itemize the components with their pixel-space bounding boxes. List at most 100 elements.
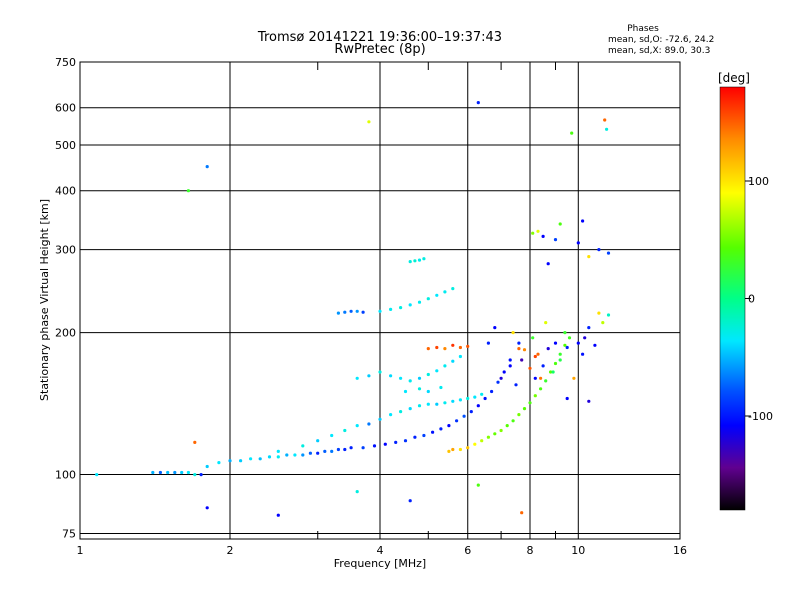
data-point xyxy=(469,410,473,414)
data-point xyxy=(476,483,480,487)
y-tick-label: 750 xyxy=(55,56,76,69)
data-point xyxy=(443,347,447,351)
data-point xyxy=(349,309,353,313)
data-point xyxy=(466,344,470,348)
data-point xyxy=(483,396,487,401)
data-point xyxy=(531,231,535,235)
data-point xyxy=(435,369,439,373)
plot-frame xyxy=(79,61,681,540)
data-point xyxy=(531,336,535,340)
colorbar-tick-label: -100 xyxy=(748,410,773,423)
colorbar-tick-label: 0 xyxy=(748,293,755,306)
data-point xyxy=(349,446,353,450)
data-point xyxy=(435,402,439,406)
data-point xyxy=(496,380,500,384)
data-point xyxy=(267,455,272,459)
y-tick-label: 300 xyxy=(55,244,76,257)
data-point xyxy=(408,499,412,503)
data-point xyxy=(426,389,430,394)
data-point xyxy=(378,417,382,421)
data-point xyxy=(480,392,484,396)
data-point xyxy=(520,358,524,362)
data-point xyxy=(343,428,347,433)
data-point xyxy=(228,459,232,463)
data-point xyxy=(276,455,280,459)
data-point xyxy=(276,513,280,517)
data-point xyxy=(378,370,382,374)
data-point xyxy=(413,435,417,439)
grid-lines xyxy=(80,62,680,539)
data-point xyxy=(528,401,532,405)
data-point xyxy=(408,379,412,383)
x-axis-label: Frequency [MHz] xyxy=(334,557,426,570)
data-point xyxy=(193,473,197,477)
data-points xyxy=(95,101,611,517)
data-point xyxy=(520,511,524,515)
data-point xyxy=(541,234,545,238)
data-point xyxy=(565,345,569,350)
data-point xyxy=(426,297,430,301)
data-point xyxy=(505,424,509,428)
data-point xyxy=(394,440,398,444)
x-tick-label: 16 xyxy=(673,544,687,557)
data-point xyxy=(502,370,506,374)
data-point xyxy=(511,331,515,335)
data-point xyxy=(458,447,462,452)
data-point xyxy=(439,427,443,431)
data-point xyxy=(408,260,412,264)
data-point xyxy=(458,345,462,350)
data-point xyxy=(563,343,567,347)
y-tick-label: 75 xyxy=(62,527,76,540)
data-point xyxy=(193,440,197,444)
data-point xyxy=(443,401,447,405)
x-tick-label: 4 xyxy=(377,544,384,557)
data-point xyxy=(528,366,532,370)
data-point xyxy=(205,506,209,510)
data-point xyxy=(422,433,426,438)
data-point xyxy=(576,241,580,245)
data-point xyxy=(389,374,393,378)
data-point xyxy=(499,428,503,433)
data-point xyxy=(558,358,562,362)
data-point xyxy=(389,307,393,311)
data-point xyxy=(603,118,607,122)
data-point xyxy=(558,222,562,226)
data-point xyxy=(533,354,537,359)
stats-o-line: mean, sd,O: -72.6, 24.2 xyxy=(608,35,714,45)
stats-heading: Phases xyxy=(627,24,659,34)
data-point xyxy=(413,259,417,263)
data-point xyxy=(558,352,562,356)
data-point xyxy=(587,326,591,330)
data-point xyxy=(417,376,422,380)
data-point xyxy=(544,379,548,383)
data-point xyxy=(403,439,408,443)
data-point xyxy=(417,387,422,391)
data-point xyxy=(587,255,591,259)
data-point xyxy=(180,470,184,475)
data-point xyxy=(508,364,512,368)
data-point xyxy=(551,370,555,374)
y-tick-label: 200 xyxy=(55,327,76,340)
data-point xyxy=(536,352,540,356)
data-point xyxy=(330,433,334,438)
data-point xyxy=(389,413,393,417)
data-point xyxy=(330,449,334,453)
data-point xyxy=(486,435,490,439)
data-point xyxy=(462,414,466,418)
data-point xyxy=(517,347,521,351)
data-point xyxy=(258,457,262,461)
data-point xyxy=(451,343,455,347)
data-point xyxy=(301,453,305,457)
data-point xyxy=(355,490,359,494)
data-point xyxy=(408,303,412,307)
data-point xyxy=(435,345,439,350)
colorbar-label: [deg] xyxy=(718,71,750,85)
data-point xyxy=(499,376,503,380)
data-point xyxy=(546,262,550,266)
data-point xyxy=(431,430,435,434)
data-point xyxy=(439,385,443,390)
data-point xyxy=(158,470,162,475)
data-point xyxy=(451,399,455,403)
data-point xyxy=(316,439,320,443)
data-point xyxy=(426,402,430,406)
